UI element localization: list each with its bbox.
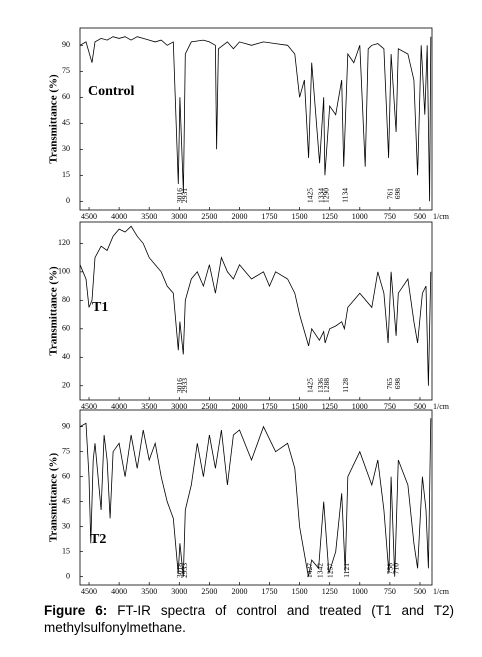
x-tick-label: 1500 [292,212,308,221]
y-tick-label: 20 [62,381,70,390]
peak-label: 698 [393,188,402,200]
y-tick-label: 30 [62,521,70,530]
peak-label: 1334 [316,188,325,203]
peak-label: 765 [385,378,394,390]
x-tick-label: 1000 [352,402,368,411]
y-tick-label: 75 [62,66,70,75]
peak-label: 3016 [175,378,184,393]
figure: 4500 4000 3500 3000 2500 2000 1750 1500 1250 1000… [48,27,450,596]
peak-label: 3016 [175,188,184,203]
y-tick-label: 60 [62,471,70,480]
spectrum-line [79,225,432,386]
x-tick-label: 1250 [322,212,338,221]
x-tick-label: 2500 [201,402,217,411]
y-axis-label: Transmittance (%) [48,453,60,543]
peak-label: 710 [391,563,400,575]
peak-label: 1342 [315,563,324,578]
x-tick-label: 4500 [81,402,97,411]
y-tick-label: 90 [62,421,70,430]
x-unit: 1/cm [433,587,450,596]
x-tick-label: 750 [384,402,396,411]
y-tick-label: 60 [62,92,70,101]
x-tick-label: 2000 [231,587,247,596]
caption: Figure 6: FT-IR spectra of control and t… [44,602,454,636]
x-tick-label: 1000 [352,587,368,596]
x-tick-label: 2500 [201,587,217,596]
plot-frame [79,221,433,401]
series-label: T1 [92,300,108,315]
x-tick-label: 1250 [322,587,338,596]
peak-label: 2931 [180,188,189,203]
y-tick-label: 100 [58,267,70,276]
spectrum-line [79,36,432,202]
y-tick-label: 45 [62,118,70,127]
plot-frame [79,27,433,211]
x-tick-label: 2000 [231,402,247,411]
peak-label: 1288 [322,378,331,393]
x-tick-label: 500 [414,587,426,596]
y-tick-label: 60 [62,324,70,333]
caption-label: Figure 6: [44,603,108,618]
x-unit: 1/cm [433,402,450,411]
y-tick-label: 15 [62,546,70,555]
y-tick-label: 90 [62,40,70,49]
series-label: Control [88,84,135,99]
x-tick-label: 4500 [81,587,97,596]
y-axis-label: Transmittance (%) [48,74,60,164]
x-tick-label: 500 [414,402,426,411]
y-tick-label: 75 [62,446,70,455]
x-tick-label: 3000 [171,212,187,221]
x-tick-label: 2000 [231,212,247,221]
x-tick-label: 4000 [111,402,127,411]
plot-frame [79,409,433,586]
x-tick-label: 4500 [81,212,97,221]
peak-label: 761 [385,188,394,200]
x-tick-label: 1500 [292,402,308,411]
y-axis-label: Transmittance (%) [48,266,60,356]
peak-label: 1128 [341,378,350,393]
y-tick-label: 0 [66,196,70,205]
peak-label: 2933 [180,378,189,393]
peak-label: 1425 [305,188,314,203]
x-tick-label: 3000 [171,587,187,596]
peak-label: 698 [393,378,402,390]
y-tick-label: 15 [62,170,70,179]
x-tick-label: 2500 [201,212,217,221]
x-tick-label: 4000 [111,587,127,596]
x-tick-label: 750 [384,212,396,221]
y-tick-label: 40 [62,352,70,361]
y-tick-label: 30 [62,144,70,153]
x-tick-label: 3500 [141,402,157,411]
x-tick-label: 500 [414,212,426,221]
peak-label: 3018 [175,563,184,578]
x-unit: 1/cm [433,212,450,221]
y-tick-label: 120 [58,238,70,247]
x-tick-label: 1750 [262,402,278,411]
peak-label: 1121 [342,563,351,578]
y-tick-label: 0 [66,571,70,580]
peak-label: 1425 [305,378,314,393]
peak-label: 758 [386,563,395,575]
x-tick-label: 1750 [262,587,278,596]
spectrum-line [79,418,432,577]
x-tick-label: 1500 [292,587,308,596]
x-tick-label: 3500 [141,587,157,596]
peak-label: 1427 [305,563,314,578]
peak-label: 2933 [180,563,189,578]
x-tick-label: 750 [384,587,396,596]
peak-label: 1257 [326,563,335,578]
x-tick-label: 3500 [141,212,157,221]
series-label: T2 [90,532,106,547]
y-tick-label: 45 [62,496,70,505]
x-tick-label: 4000 [111,212,127,221]
x-tick-label: 1000 [352,212,368,221]
caption-text: FT-IR spectra of control and treated (T1… [44,603,454,635]
x-tick-label: 3000 [171,402,187,411]
peak-label: 1134 [340,188,349,203]
x-tick-label: 1250 [322,402,338,411]
peak-label: 1336 [316,378,325,393]
peak-label: 1290 [322,188,331,203]
y-tick-label: 80 [62,295,70,304]
x-tick-label: 1750 [262,212,278,221]
